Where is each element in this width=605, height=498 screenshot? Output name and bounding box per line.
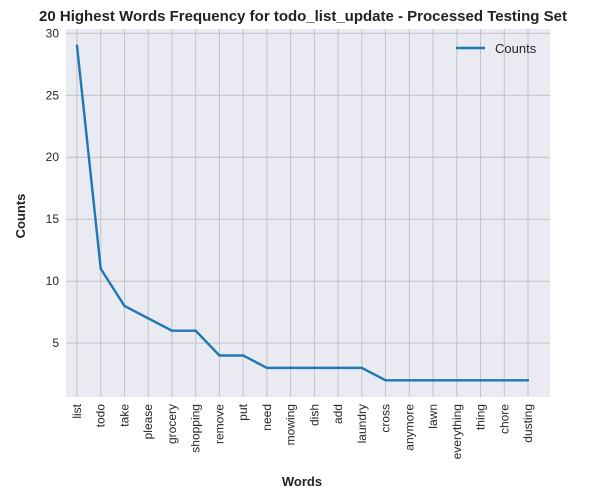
data-point <box>313 366 316 370</box>
data-point <box>431 379 435 382</box>
data-point <box>526 379 530 382</box>
plot-area <box>66 29 550 397</box>
x-tick-label: add <box>331 404 345 424</box>
x-tick-label: take <box>117 404 131 427</box>
x-axis-label: Words <box>282 474 322 489</box>
data-point <box>265 366 269 370</box>
y-tick-label: 25 <box>46 88 60 102</box>
data-point <box>384 379 387 382</box>
x-tick-label: everything <box>450 404 464 459</box>
data-point <box>479 379 482 382</box>
data-point <box>241 354 245 357</box>
data-point <box>99 267 102 270</box>
x-tick-label: anymore <box>402 404 416 451</box>
data-point <box>147 317 150 320</box>
x-tick-label: lawn <box>426 404 440 429</box>
data-point <box>408 379 411 382</box>
data-point <box>455 379 458 382</box>
y-axis-label: Counts <box>13 194 28 239</box>
data-point <box>503 379 506 382</box>
series-line <box>75 44 530 382</box>
y-tick-label: 15 <box>46 212 60 226</box>
x-tick-label: shopping <box>189 404 203 453</box>
data-point <box>123 304 126 308</box>
x-tick-label: dusting <box>521 404 535 443</box>
data-point <box>170 329 174 332</box>
x-tick-label: chore <box>497 404 511 434</box>
legend-label: Counts <box>495 41 537 56</box>
x-tick-label: put <box>236 403 250 420</box>
grid-lines <box>66 29 550 397</box>
data-point <box>289 366 292 370</box>
data-point <box>360 366 364 370</box>
x-tick-label: remove <box>212 404 226 444</box>
y-tick-label: 10 <box>46 274 60 288</box>
y-axis-ticks: 5 10 15 20 25 30 <box>46 26 60 350</box>
x-tick-label: please <box>141 404 155 440</box>
x-tick-label: mowing <box>284 404 298 445</box>
x-tick-label: laundry <box>355 404 369 443</box>
data-point <box>336 366 340 370</box>
legend: Counts <box>456 41 537 56</box>
data-point <box>194 329 197 332</box>
x-tick-label: cross <box>379 404 393 433</box>
y-tick-label: 5 <box>52 336 59 350</box>
x-tick-label: todo <box>94 404 108 428</box>
data-point <box>218 354 221 357</box>
x-tick-label: dish <box>307 404 321 426</box>
chart-title: 20 Highest Words Frequency for todo_list… <box>39 8 567 25</box>
series-layer <box>75 44 530 382</box>
x-axis-ticks: list todo take please grocery shopping remove p… <box>70 403 535 459</box>
y-tick-label: 20 <box>46 150 60 164</box>
x-tick-label: list <box>70 403 84 418</box>
y-tick-label: 30 <box>46 26 60 40</box>
x-tick-label: grocery <box>165 404 179 444</box>
x-tick-label: thing <box>474 404 488 430</box>
x-tick-label: need <box>260 404 274 431</box>
data-point <box>75 44 79 47</box>
